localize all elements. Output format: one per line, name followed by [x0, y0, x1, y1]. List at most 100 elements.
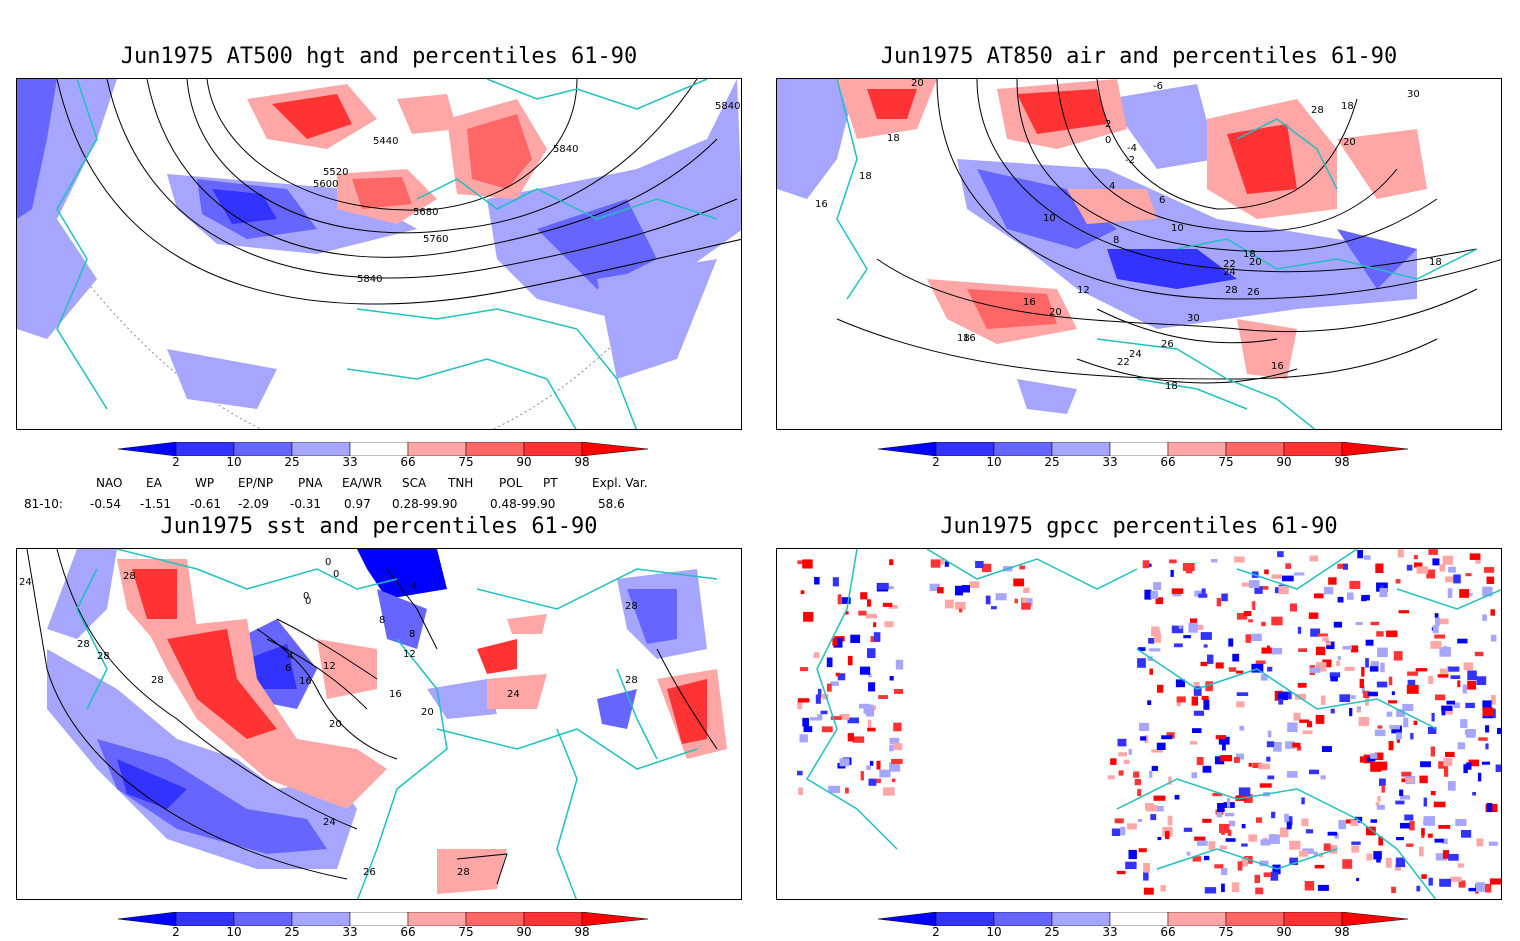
precip-speckle — [1245, 634, 1252, 643]
precip-speckle — [969, 581, 980, 588]
colorbar-swatch — [1109, 911, 1169, 927]
contour-label: 28 — [123, 571, 136, 582]
contour-label: 5440 — [373, 136, 398, 147]
precip-speckle — [1395, 732, 1402, 740]
contour-label: 18 — [1243, 249, 1256, 260]
precip-speckle — [1358, 716, 1370, 727]
contours — [26, 549, 718, 885]
precip-speckle — [858, 610, 867, 616]
precip-speckle — [1427, 726, 1437, 734]
precip-speckle — [889, 762, 901, 772]
precip-speckle — [813, 652, 820, 658]
contour-label: 4 — [1109, 181, 1115, 192]
contour-label: 28 — [1225, 285, 1238, 296]
precip-speckle — [1149, 668, 1153, 675]
precip-speckle — [1366, 853, 1373, 861]
contour-label: 6 — [285, 663, 291, 674]
precip-speckle — [1373, 851, 1382, 860]
index-header: NAO — [96, 476, 123, 490]
precip-speckle — [1326, 641, 1335, 650]
contour-label: 28 — [625, 675, 638, 686]
precip-speckle — [1376, 804, 1385, 810]
precip-speckle — [1221, 883, 1225, 893]
colorbar-swatch — [407, 911, 467, 927]
red-anomalies — [117, 559, 727, 894]
precip-speckle — [895, 659, 904, 670]
precip-speckle — [1149, 648, 1161, 652]
contour-label: 16 — [815, 199, 828, 210]
precip-speckle — [1491, 694, 1496, 705]
precip-speckle — [1167, 815, 1173, 826]
precip-speckle — [1236, 613, 1248, 620]
precip-speckle — [1128, 849, 1137, 860]
precip-speckle — [1154, 632, 1162, 643]
precip-speckle — [1128, 749, 1132, 755]
contour-label: 18 — [1429, 257, 1442, 268]
precip-speckle — [1328, 577, 1337, 585]
precip-speckle — [1450, 675, 1461, 679]
precip-speckle — [1389, 725, 1400, 730]
precip-speckle — [1477, 772, 1482, 782]
precip-speckle — [1438, 825, 1451, 829]
precip-speckle — [884, 621, 894, 628]
precip-speckle — [1465, 573, 1472, 577]
precip-speckle — [1147, 563, 1152, 567]
precip-speckle — [1370, 661, 1379, 667]
precip-speckle — [1457, 863, 1464, 868]
precip-speckle — [1202, 765, 1212, 773]
precip-speckle — [1196, 757, 1204, 766]
precip-speckle — [1484, 567, 1495, 573]
precip-speckle — [1434, 838, 1444, 843]
contour-labels: 24 28 28 28 0 0 0 0 4 8 8 4 6 12 16 12 1… — [19, 557, 638, 878]
precip-speckle — [1274, 587, 1279, 594]
index-value: 0.97 — [344, 497, 371, 511]
precip-speckle — [1406, 843, 1414, 847]
colorbar-label: 25 — [1044, 455, 1060, 469]
precip-speckle — [1287, 771, 1298, 778]
precip-speckle — [1168, 776, 1172, 785]
index-value: -0.54 — [90, 497, 122, 511]
precip-speckle — [1482, 700, 1492, 709]
precip-speckle — [1421, 874, 1427, 879]
precip-speckle — [1254, 586, 1263, 594]
precip-speckle — [1285, 563, 1291, 569]
precip-speckle — [867, 648, 876, 658]
index-header: TNH — [448, 476, 474, 490]
precip-speckle — [1120, 826, 1126, 836]
precip-speckle — [991, 606, 997, 610]
precip-speckle — [1379, 778, 1386, 786]
precip-speckle — [1296, 746, 1302, 751]
precip-speckle — [802, 717, 809, 727]
precip-speckle — [1484, 883, 1492, 893]
precip-speckle — [1317, 633, 1328, 637]
contour-label: 12 — [323, 661, 336, 672]
precip-speckle — [826, 657, 833, 668]
precip-speckle — [1336, 660, 1340, 667]
precip-speckle — [1236, 692, 1249, 696]
colorbar-label: 25 — [284, 925, 300, 939]
colorbar-label: 33 — [342, 925, 358, 939]
precip-speckle — [868, 673, 872, 678]
precip-speckle — [1486, 576, 1495, 584]
precip-speckle — [1308, 612, 1319, 619]
precip-speckle — [1215, 662, 1224, 669]
colorbar-label: 90 — [516, 925, 532, 939]
precip-speckle — [1221, 593, 1228, 602]
precip-speckle — [1110, 758, 1117, 765]
precip-speckle — [1118, 770, 1124, 776]
precip-speckle — [1380, 662, 1385, 673]
precip-speckle — [1365, 639, 1374, 646]
precip-speckle — [832, 638, 838, 646]
precip-speckle — [1445, 751, 1455, 758]
precip-speckle — [877, 583, 889, 590]
precip-speckle — [1497, 727, 1501, 734]
precip-speckle — [1194, 590, 1205, 597]
precip-speckle — [1185, 570, 1193, 574]
colorbar-swatch — [117, 911, 177, 927]
precip-speckle — [1022, 598, 1033, 607]
precip-speckle — [1391, 886, 1396, 894]
colorbar-swatch — [175, 911, 235, 927]
precip-speckle — [1232, 653, 1240, 662]
precip-speckle — [1150, 590, 1158, 599]
precip-speckle — [1144, 803, 1154, 810]
